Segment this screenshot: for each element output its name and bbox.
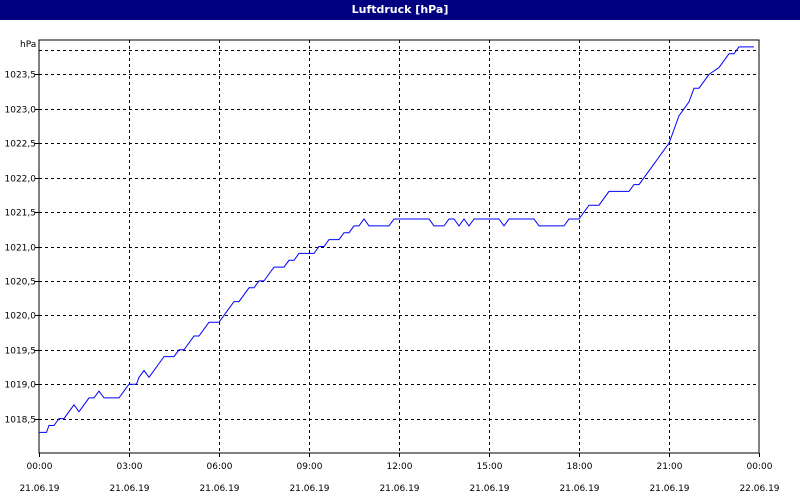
y-tick-label: 1022,0: [5, 175, 37, 185]
x-tick-date-label: 21.06.19: [379, 484, 419, 494]
x-tick-time-label: 12:00: [387, 462, 413, 472]
x-tick-date-label: 22.06.19: [739, 484, 779, 494]
x-tick-time-label: 09:00: [297, 462, 323, 472]
x-tick-time-label: 21:00: [657, 462, 683, 472]
y-axis: 1018,5 1019,0 1019,5 1020,0 1020,5 1021,0 1021…: [5, 71, 39, 426]
chart-title: Luftdruck [hPa]: [0, 0, 800, 20]
y-tick-label: 1021,5: [5, 209, 37, 219]
y-tick-label: 1018,5: [5, 416, 37, 426]
x-tick-time-label: 06:00: [207, 462, 233, 472]
y-tick-label: 1022,5: [5, 140, 37, 150]
x-tick-time-label: 15:00: [477, 462, 503, 472]
y-tick-label: 1023,0: [5, 106, 37, 116]
x-tick-date-label: 21.06.19: [559, 484, 599, 494]
y-tick-label: 1020,5: [5, 278, 37, 288]
y-tick-label: 1023,5: [5, 71, 37, 81]
x-tick-date-label: 21.06.19: [199, 484, 239, 494]
x-tick-date-label: 21.06.19: [469, 484, 509, 494]
y-tick-label: 1020,0: [5, 312, 37, 322]
x-tick-time-label: 18:00: [567, 462, 593, 472]
y-tick-label: 1019,0: [5, 381, 37, 391]
y-tick-label: 1021,0: [5, 244, 37, 254]
x-tick-time-label: 03:00: [117, 462, 143, 472]
y-tick-label: 1019,5: [5, 347, 37, 357]
x-tick-date-label: 21.06.19: [289, 484, 329, 494]
x-tick-date-label: 21.06.19: [109, 484, 149, 494]
x-axis: 00:00 21.06.19 03:00 21.06.19 06:00 21.06.19 0…: [19, 453, 780, 494]
y-axis-label: hPa: [20, 40, 36, 50]
x-tick-date-label: 21.06.19: [19, 484, 59, 494]
pressure-series-line: [39, 46, 754, 433]
line-chart: 1018,5 1019,0 1019,5 1020,0 1020,5 1021,0 1021…: [5, 39, 780, 494]
x-tick-date-label: 21.06.19: [649, 484, 689, 494]
x-tick-time-label: 00:00: [747, 462, 773, 472]
x-tick-time-label: 00:00: [27, 462, 53, 472]
grid-lines: [39, 40, 759, 453]
